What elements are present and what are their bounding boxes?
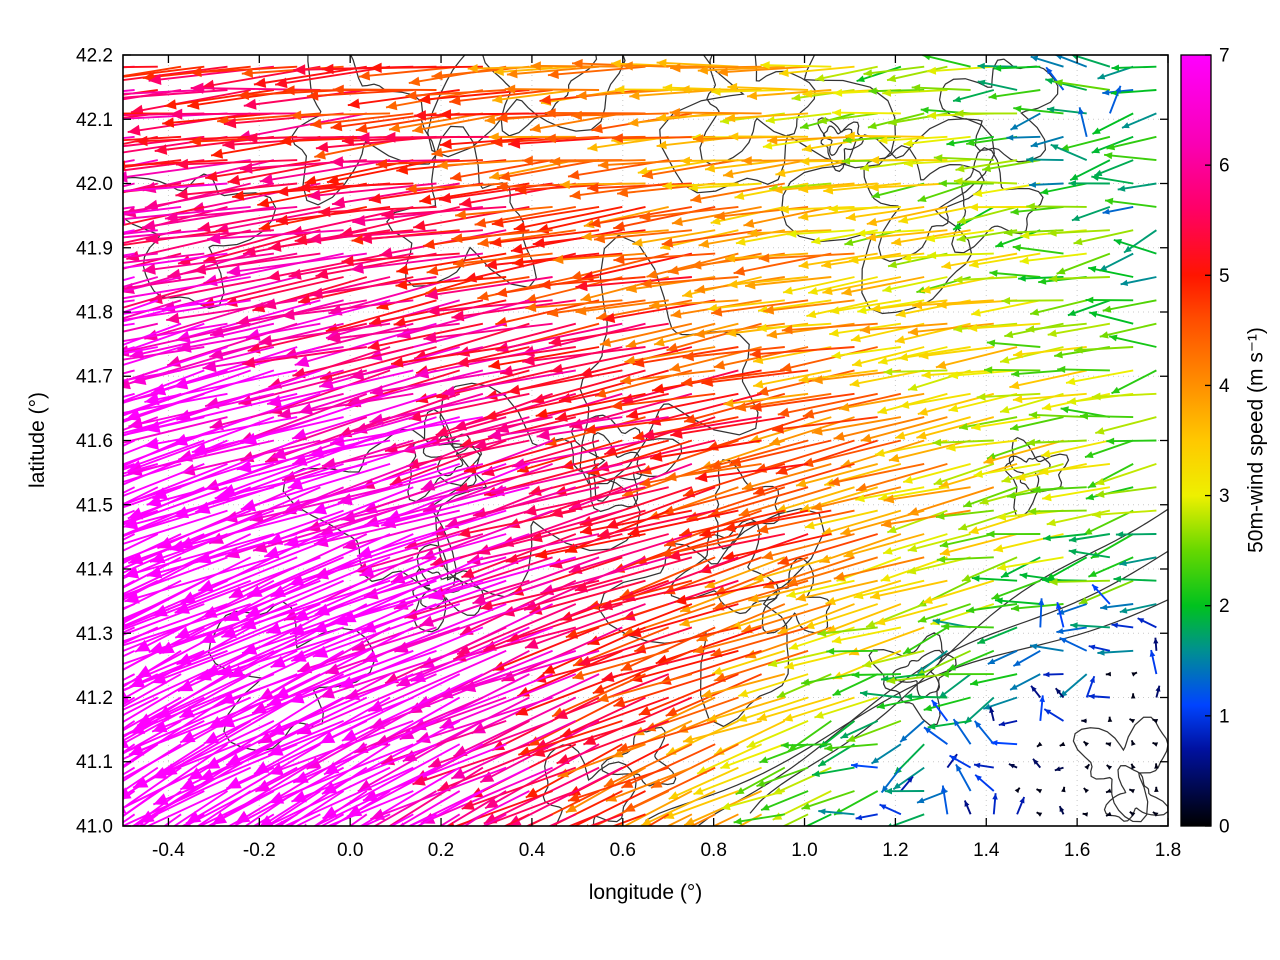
- svg-text:0.6: 0.6: [610, 840, 636, 861]
- svg-text:5: 5: [1219, 266, 1230, 287]
- svg-text:3: 3: [1219, 486, 1230, 507]
- plot-frame: [122, 54, 1169, 827]
- svg-text:41.8: 41.8: [76, 303, 113, 324]
- svg-text:1.0: 1.0: [791, 840, 817, 861]
- svg-text:7: 7: [1219, 46, 1230, 67]
- svg-text:-0.4: -0.4: [152, 840, 185, 861]
- terrain-contours: [123, 55, 1168, 826]
- colorbar-label: 50m-wind speed (m s⁻¹): [1244, 327, 1268, 553]
- svg-text:41.0: 41.0: [76, 817, 113, 838]
- svg-text:41.5: 41.5: [76, 495, 113, 516]
- svg-text:41.6: 41.6: [76, 431, 113, 452]
- svg-text:42.0: 42.0: [76, 174, 113, 195]
- svg-text:42.2: 42.2: [76, 46, 113, 67]
- svg-text:0.2: 0.2: [428, 840, 454, 861]
- svg-text:1.8: 1.8: [1155, 840, 1181, 861]
- svg-text:1: 1: [1219, 706, 1230, 727]
- svg-text:0.8: 0.8: [700, 840, 726, 861]
- svg-text:1.2: 1.2: [882, 840, 908, 861]
- svg-text:41.4: 41.4: [76, 560, 113, 581]
- colorbar-tick-labels: 0 1 2 3 4 5 6 7: [1219, 46, 1230, 838]
- y-axis-label: latitude (°): [26, 392, 49, 488]
- svg-text:2: 2: [1219, 596, 1230, 617]
- svg-text:41.3: 41.3: [76, 624, 113, 645]
- svg-text:41.9: 41.9: [76, 238, 113, 259]
- svg-text:6: 6: [1219, 156, 1230, 177]
- svg-text:0: 0: [1219, 817, 1230, 838]
- x-axis-label: longitude (°): [588, 881, 703, 904]
- svg-text:0.4: 0.4: [519, 840, 546, 861]
- wind-arrows: [123, 55, 1161, 826]
- svg-text:41.2: 41.2: [76, 688, 113, 709]
- svg-text:41.1: 41.1: [76, 752, 113, 773]
- svg-text:1.4: 1.4: [973, 840, 1000, 861]
- svg-text:4: 4: [1219, 376, 1230, 397]
- svg-text:0.0: 0.0: [337, 840, 363, 861]
- svg-text:41.7: 41.7: [76, 367, 113, 388]
- svg-text:42.1: 42.1: [76, 110, 113, 131]
- svg-text:-0.2: -0.2: [243, 840, 276, 861]
- y-tick-labels: 41.0 41.1 41.2 41.3 41.4 41.5 41.6 41.7 41.8 41.9…: [76, 46, 113, 838]
- svg-text:1.6: 1.6: [1064, 840, 1090, 861]
- colorbar: [1180, 54, 1212, 827]
- x-tick-labels: -0.4 -0.2 0.0 0.2 0.4 0.6 0.8 1.0 1.2 1.4 1.6 1.8: [152, 840, 1181, 861]
